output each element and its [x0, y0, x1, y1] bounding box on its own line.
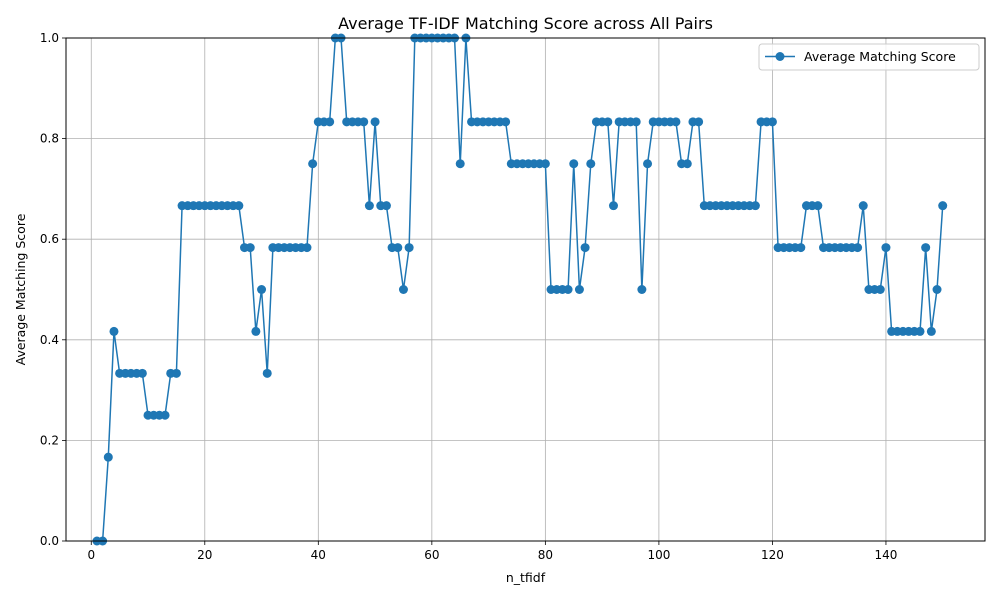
data-point	[381, 201, 391, 211]
data-point	[103, 452, 113, 462]
data-point	[308, 159, 318, 169]
legend-label: Average Matching Score	[804, 49, 956, 64]
x-tick-label: 100	[647, 548, 670, 562]
y-tick-label: 1.0	[40, 31, 59, 45]
data-point	[160, 410, 170, 420]
data-point	[398, 285, 408, 294]
y-axis-label: Average Matching Score	[13, 213, 28, 365]
data-point	[370, 117, 380, 127]
data-point	[569, 159, 579, 169]
x-tick-label: 120	[761, 548, 784, 562]
data-point	[608, 201, 618, 211]
x-axis-label: n_tfidf	[506, 570, 546, 585]
data-point	[938, 201, 948, 211]
y-tick-label: 0.2	[40, 433, 59, 447]
data-point	[109, 326, 119, 336]
data-point	[586, 159, 596, 169]
data-point	[643, 159, 653, 169]
data-point	[580, 243, 590, 253]
data-point	[932, 285, 942, 294]
legend-marker-swatch	[775, 52, 785, 61]
data-point	[694, 117, 704, 127]
data-point	[915, 326, 925, 336]
data-point	[631, 117, 641, 127]
data-point	[262, 368, 272, 378]
legend: Average Matching Score	[758, 43, 980, 71]
y-tick-label: 0.4	[40, 333, 59, 347]
x-tick-label: 60	[424, 548, 439, 562]
data-point	[563, 285, 573, 294]
legend-box	[758, 43, 980, 71]
data-point	[393, 243, 403, 253]
data-point	[671, 117, 681, 127]
data-point	[921, 243, 931, 253]
data-point	[574, 285, 584, 294]
data-point	[853, 243, 863, 253]
data-point	[881, 243, 891, 253]
plot-frame	[65, 37, 986, 542]
data-point	[858, 201, 868, 211]
y-axis-ticks: 0.0 0.2 0.4 0.6 0.8 1.0	[40, 31, 66, 548]
x-tick-label: 140	[874, 548, 897, 562]
data-point	[750, 201, 760, 211]
y-tick-label: 0.8	[40, 132, 59, 146]
data-point	[364, 201, 374, 211]
x-tick-label: 40	[311, 548, 326, 562]
data-point	[171, 368, 181, 378]
data-point	[682, 159, 692, 169]
data-point	[251, 326, 261, 336]
data-point	[501, 117, 511, 127]
x-tick-label: 20	[197, 548, 212, 562]
data-point	[926, 326, 936, 336]
data-point	[637, 285, 647, 294]
data-point	[767, 117, 777, 127]
data-point	[603, 117, 613, 127]
x-axis-ticks: 0 20 40 60 80 100 120 140	[87, 541, 897, 562]
plot-area	[66, 38, 985, 541]
y-tick-label: 0.6	[40, 232, 59, 246]
chart-title: Average TF-IDF Matching Score across All…	[338, 14, 713, 33]
data-point	[325, 117, 335, 127]
data-point	[404, 243, 414, 253]
x-tick-label: 80	[538, 548, 553, 562]
data-point	[796, 243, 806, 253]
data-point	[234, 201, 244, 211]
data-point	[302, 243, 312, 253]
data-point	[137, 368, 147, 378]
data-point	[359, 117, 369, 127]
data-point	[813, 201, 823, 211]
data-point	[875, 285, 885, 294]
data-point	[245, 243, 255, 253]
data-point	[455, 159, 465, 169]
data-point	[257, 285, 267, 294]
data-point	[540, 159, 550, 169]
x-tick-label: 0	[87, 548, 95, 562]
y-tick-label: 0.0	[40, 534, 59, 548]
